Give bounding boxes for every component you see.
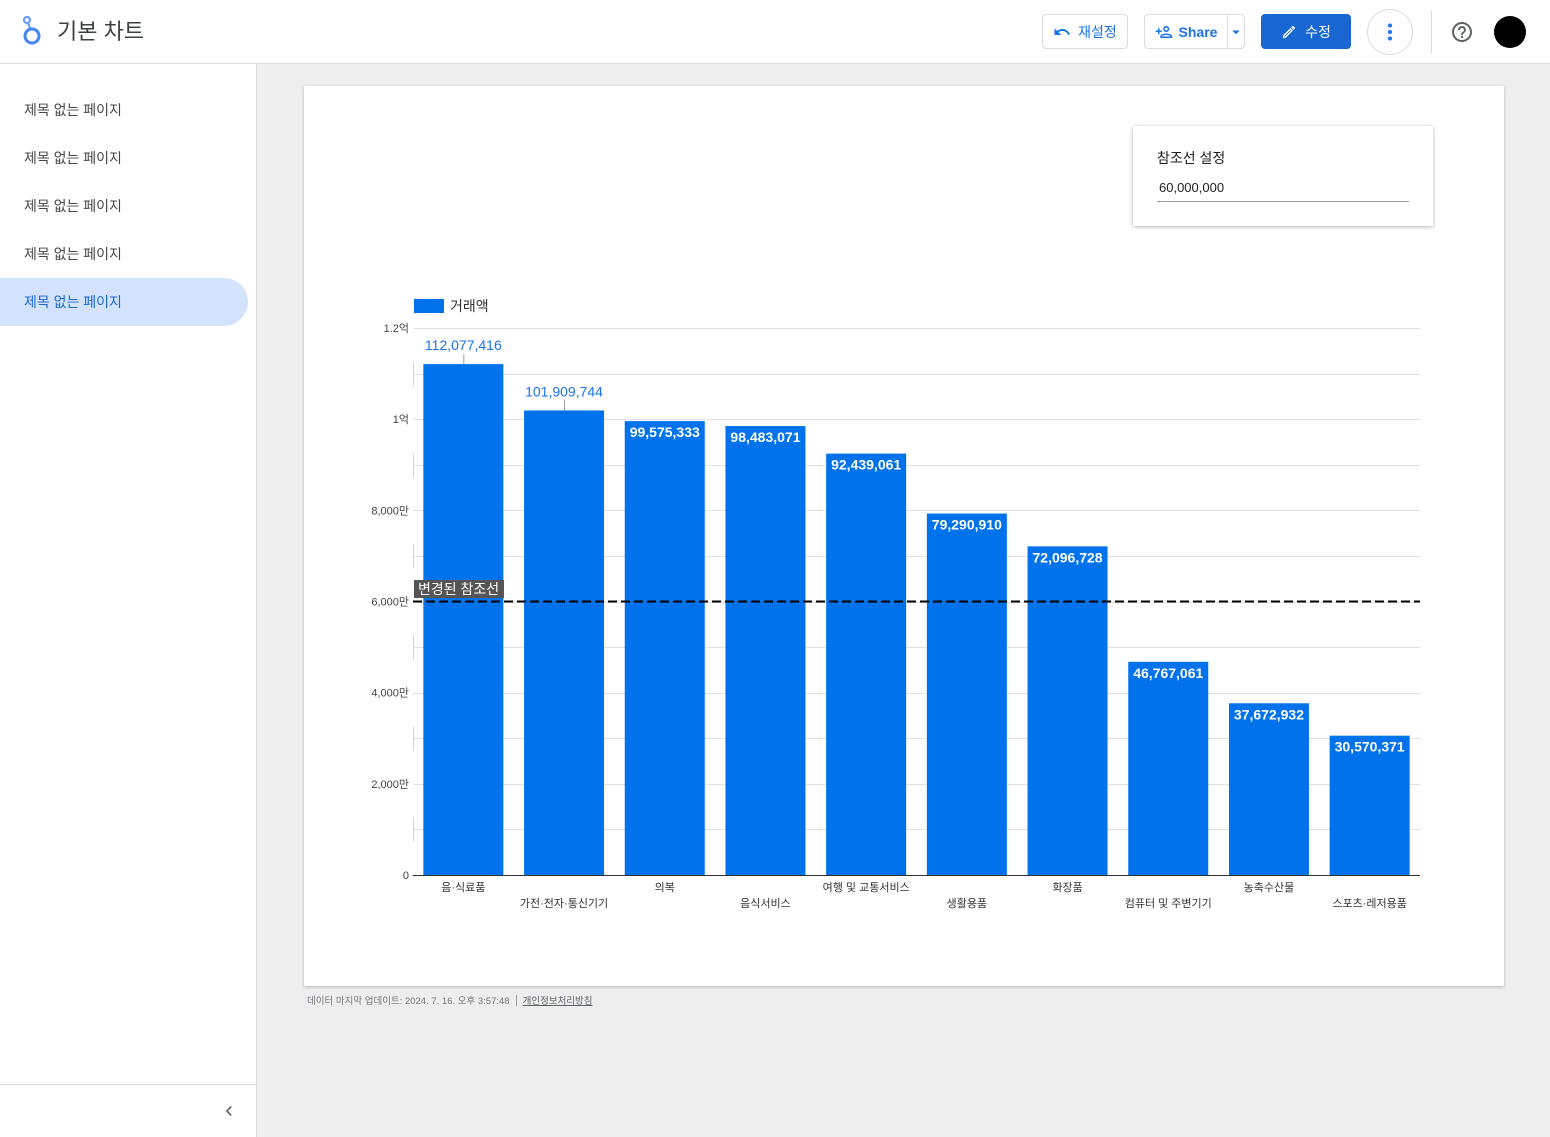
bar-9[interactable] [1228, 703, 1309, 875]
y-tick-label: 4,000만 [371, 687, 409, 700]
sidebar-page-label: 제목 없는 페이지 [24, 198, 122, 214]
report-title[interactable]: 기본 차트 [57, 19, 145, 44]
sidebar-page-label: 제목 없는 페이지 [24, 150, 122, 166]
y-tick-label: 8,000만 [371, 504, 409, 517]
more-options-button[interactable] [1367, 9, 1413, 55]
page-navigation-sidebar: 제목 없는 페이지 제목 없는 페이지 제목 없는 페이지 제목 없는 페이지 … [0, 64, 257, 1137]
y-tick-label: 1억 [393, 413, 409, 426]
collapse-sidebar-button[interactable] [213, 1095, 245, 1127]
bar-4[interactable] [725, 426, 806, 875]
y-tick-label: 2,000만 [371, 778, 409, 791]
pencil-icon [1281, 24, 1297, 40]
x-tick-label: 화장품 [1052, 881, 1082, 894]
data-label: 98,483,071 [730, 429, 800, 445]
person-add-icon [1155, 23, 1173, 41]
data-label: 46,767,061 [1133, 665, 1203, 681]
reset-button-label: 재설정 [1078, 23, 1117, 40]
data-label: 112,077,416 [425, 337, 502, 353]
share-options-dropdown[interactable] [1227, 15, 1244, 48]
report-canvas: 거래액 0 2,000만 4,000만 6,000만 8,000만 1억 1.2억 112,07… [304, 86, 1504, 986]
bar-10[interactable] [1329, 735, 1410, 875]
x-tick-label: 음·식료품 [441, 881, 485, 894]
reference-line-label-background [414, 580, 504, 598]
arrow-drop-down-icon [1227, 23, 1245, 41]
bar-6[interactable] [926, 513, 1007, 875]
sidebar-page-label: 제목 없는 페이지 [24, 294, 122, 310]
sidebar-page-4[interactable]: 제목 없는 페이지 [0, 230, 248, 278]
data-label: 101,909,744 [525, 383, 603, 399]
chevron-left-icon [219, 1101, 239, 1121]
sidebar-page-label: 제목 없는 페이지 [24, 102, 122, 118]
share-button-label: Share [1178, 23, 1218, 40]
bar-chart: 거래액 0 2,000만 4,000만 6,000만 8,000만 1억 1.2억 112,07… [371, 298, 1420, 910]
report-footer: 데이터 마지막 업데이트: 2024. 7. 16. 오후 3:57:48 개인… [307, 993, 593, 1007]
bar-7[interactable] [1027, 546, 1108, 875]
bar-2[interactable] [524, 410, 605, 875]
sidebar-page-1[interactable]: 제목 없는 페이지 [0, 86, 248, 134]
data-label: 72,096,728 [1033, 549, 1103, 565]
more-vert-icon [1378, 20, 1402, 44]
legend-swatch [414, 299, 444, 313]
reference-line-label: 변경된 참조선 [418, 581, 499, 597]
x-tick-label: 음식서비스 [740, 897, 791, 910]
edit-button[interactable]: 수정 [1261, 14, 1351, 49]
privacy-policy-link[interactable]: 개인정보처리방침 [522, 996, 593, 1007]
data-label: 30,570,371 [1335, 739, 1405, 755]
edit-button-label: 수정 [1305, 23, 1331, 40]
y-tick-label: 1.2억 [384, 322, 409, 335]
looker-studio-logo-icon[interactable] [20, 14, 44, 48]
sidebar-page-label: 제목 없는 페이지 [24, 246, 122, 262]
sidebar-divider [0, 1084, 256, 1085]
app-header: 기본 차트 재설정 Share 수정 [0, 0, 1550, 64]
bar-1[interactable] [423, 364, 504, 875]
bar-8[interactable] [1128, 661, 1209, 875]
reference-line-control: 참조선 설정 [1133, 126, 1433, 226]
x-tick-label: 컴퓨터 및 주변기기 [1125, 897, 1212, 910]
reset-button[interactable]: 재설정 [1042, 14, 1128, 49]
share-button-group: Share [1144, 14, 1245, 49]
y-tick-label: 6,000만 [371, 596, 409, 609]
help-button[interactable] [1450, 20, 1474, 44]
help-icon [1450, 20, 1474, 44]
bar-5[interactable] [826, 453, 907, 875]
sidebar-page-2[interactable]: 제목 없는 페이지 [0, 134, 248, 182]
x-tick-label: 농축수산물 [1244, 881, 1295, 894]
x-tick-label: 가전·전자·통신기기 [520, 897, 608, 910]
data-label: 92,439,061 [831, 457, 901, 473]
header-divider [1431, 10, 1432, 54]
reference-line-control-label: 참조선 설정 [1157, 150, 1226, 166]
last-updated-text: 데이터 마지막 업데이트: 2024. 7. 16. 오후 3:57:48 [307, 996, 510, 1007]
sidebar-page-5[interactable]: 제목 없는 페이지 [0, 278, 248, 326]
undo-icon [1053, 23, 1071, 41]
y-tick-label: 0 [403, 870, 409, 882]
x-tick-label: 스포츠·레저용품 [1332, 897, 1407, 910]
data-label: 79,290,910 [932, 517, 1002, 533]
account-avatar[interactable] [1494, 16, 1526, 48]
reference-line-value-input[interactable] [1157, 174, 1409, 202]
data-label: 99,575,333 [630, 424, 700, 440]
legend-label: 거래액 [450, 298, 489, 314]
share-button[interactable]: Share [1145, 15, 1227, 48]
x-tick-label: 생활용품 [947, 896, 987, 910]
report-workspace: 거래액 0 2,000만 4,000만 6,000만 8,000만 1억 1.2억 112,07… [257, 64, 1550, 1137]
x-tick-label: 의복 [655, 881, 675, 894]
data-label: 37,672,932 [1234, 706, 1304, 722]
x-tick-label: 여행 및 교통서비스 [823, 881, 910, 894]
sidebar-page-3[interactable]: 제목 없는 페이지 [0, 182, 248, 230]
footer-separator [515, 994, 517, 1006]
bar-3[interactable] [624, 421, 705, 875]
